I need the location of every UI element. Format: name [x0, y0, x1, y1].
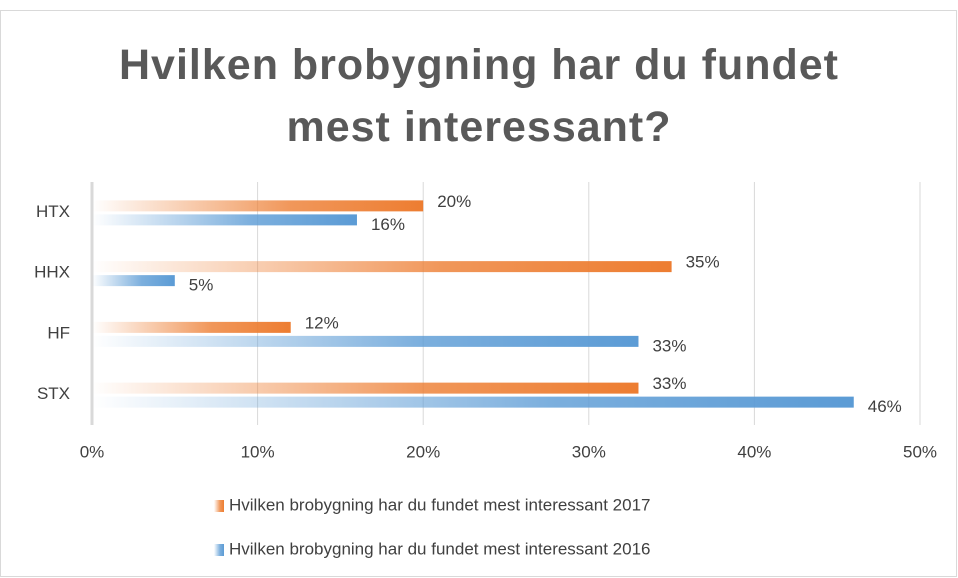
bar — [92, 321, 291, 333]
value-label: 5% — [189, 276, 214, 295]
value-label: 46% — [868, 397, 902, 416]
chart-title: Hvilken brobygning har du fundet mest in… — [119, 41, 839, 151]
bar — [92, 214, 357, 226]
x-tick-label: 30% — [572, 442, 606, 461]
x-tick-label: 40% — [737, 442, 771, 461]
legend-label: Hvilken brobygning har du fundet mest in… — [229, 495, 650, 514]
bar — [92, 275, 175, 287]
y-tick-label: STX — [37, 384, 70, 403]
value-label: 16% — [371, 215, 405, 234]
value-label: 20% — [437, 192, 471, 211]
bar — [92, 261, 672, 273]
chart-border — [0, 10, 957, 577]
legend-label: Hvilken brobygning har du fundet mest in… — [229, 539, 650, 558]
value-label: 33% — [652, 374, 686, 393]
y-tick-label: HHX — [34, 263, 70, 282]
x-tick-label: 10% — [241, 442, 275, 461]
legend-swatch — [214, 500, 224, 512]
bar — [92, 335, 639, 347]
value-label: 33% — [652, 336, 686, 355]
bar — [92, 382, 639, 394]
y-tick-label: HF — [47, 323, 70, 342]
value-label: 12% — [305, 313, 339, 332]
legend-swatch — [214, 544, 224, 556]
y-tick-label: HTX — [36, 202, 70, 221]
x-tick-label: 50% — [903, 442, 937, 461]
x-tick-label: 0% — [80, 442, 105, 461]
bar — [92, 200, 424, 212]
value-label: 35% — [686, 253, 720, 272]
x-tick-label: 20% — [406, 442, 440, 461]
bar — [92, 396, 854, 408]
